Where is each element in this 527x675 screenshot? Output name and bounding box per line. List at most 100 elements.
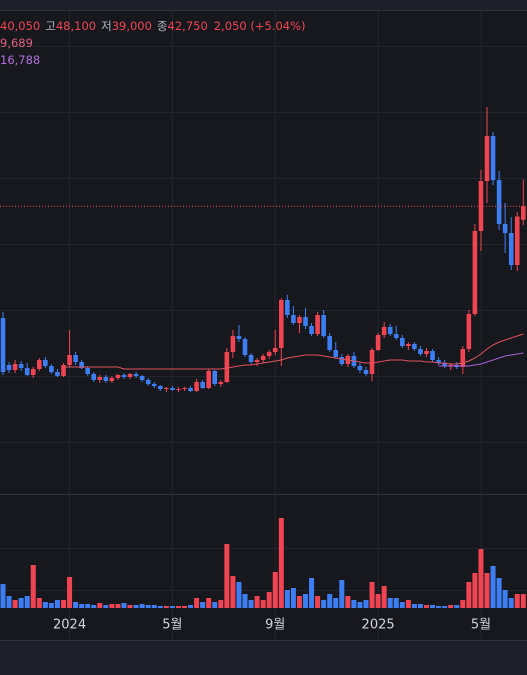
candle-body xyxy=(266,352,272,356)
candle-body xyxy=(291,315,296,323)
candle-body xyxy=(43,360,48,366)
volume-bar xyxy=(260,600,266,608)
x-tick-label: 2025 xyxy=(362,618,395,633)
volume-bar xyxy=(139,604,145,608)
high-value: 48,100 xyxy=(55,19,97,33)
volume-bar xyxy=(436,606,442,608)
candle-body xyxy=(37,360,42,369)
top-bar xyxy=(0,0,527,10)
candle-body xyxy=(103,377,109,381)
volume-bar xyxy=(61,600,66,608)
volume-bar xyxy=(321,600,327,608)
candle-body xyxy=(412,344,417,349)
candle-body xyxy=(6,365,12,370)
volume-bar xyxy=(357,602,363,608)
volume-bar xyxy=(42,602,48,608)
volume-bar xyxy=(369,582,375,608)
volume-bar xyxy=(290,588,296,608)
volume-bar xyxy=(472,573,478,608)
volume-bar xyxy=(30,565,36,608)
candle-body xyxy=(85,368,90,374)
candle-body xyxy=(406,344,411,346)
volume-bar xyxy=(424,605,429,608)
volume-bar xyxy=(79,604,85,608)
candle-body xyxy=(91,374,97,380)
moving-average-line xyxy=(63,333,524,370)
x-tick-label: 2024 xyxy=(53,618,86,633)
ma-line-2: 16,788 xyxy=(0,53,41,67)
volume-bar xyxy=(103,605,109,608)
candle-body xyxy=(158,386,163,389)
volume-bar xyxy=(230,576,236,608)
volume-bar xyxy=(375,594,381,608)
candle-body xyxy=(18,364,24,368)
candle-body xyxy=(260,356,266,360)
volume-bar xyxy=(417,604,423,608)
volume-bar xyxy=(151,605,157,608)
candle-body xyxy=(151,384,157,386)
volume-bar xyxy=(405,600,411,608)
volume-bar xyxy=(242,594,248,608)
volume-bar xyxy=(303,594,308,608)
candle-body xyxy=(97,377,103,380)
candle-body xyxy=(315,315,320,334)
candle-body xyxy=(164,388,169,389)
candle-body xyxy=(194,382,199,391)
volume-bar xyxy=(502,590,508,608)
volume-bar xyxy=(296,596,302,608)
candle-body xyxy=(460,349,466,367)
volume-bar xyxy=(12,600,18,608)
volume-bar xyxy=(454,605,460,608)
candle-body xyxy=(309,326,314,334)
candle-body xyxy=(502,224,508,233)
volume-bar xyxy=(484,573,490,608)
candle-body xyxy=(145,380,151,384)
low-value: 39,000 xyxy=(111,19,152,33)
volume-bar xyxy=(496,578,502,608)
ma-line-1: 9,689 xyxy=(0,36,33,50)
volume-bar xyxy=(85,604,91,608)
candle-body xyxy=(200,382,205,388)
volume-bar xyxy=(224,544,230,608)
volume-bar xyxy=(157,606,163,608)
volume-bar xyxy=(145,605,151,608)
volume-bar xyxy=(121,603,127,608)
candle-body xyxy=(484,136,490,181)
volume-bar xyxy=(188,605,194,608)
candle-body xyxy=(369,350,375,374)
volume-bar xyxy=(73,602,79,608)
candle-body xyxy=(224,352,230,382)
volume-bar xyxy=(339,580,345,608)
volume-bar xyxy=(327,594,333,608)
volume-bar xyxy=(520,594,526,608)
volume-bar xyxy=(163,606,169,608)
candle-body xyxy=(115,375,121,378)
volume-bar xyxy=(351,600,357,608)
volume-bar xyxy=(266,592,272,608)
candle-body xyxy=(424,351,429,354)
candle-body xyxy=(393,334,399,338)
candle-body xyxy=(430,351,435,360)
volume-bar xyxy=(460,600,466,608)
volume-bar xyxy=(133,605,139,608)
volume-bar xyxy=(430,605,436,608)
volume-bar xyxy=(6,596,12,608)
candle-body xyxy=(272,348,278,352)
candle-body xyxy=(236,336,242,339)
candle-body xyxy=(466,314,472,349)
candle-body xyxy=(279,300,284,348)
candle-body xyxy=(436,360,441,363)
volume-bar xyxy=(490,566,496,608)
candle-body xyxy=(514,216,520,265)
volume-bar xyxy=(200,602,206,608)
candle-body xyxy=(285,300,290,315)
candle-body xyxy=(73,355,78,362)
volume-bar xyxy=(109,604,115,608)
candle-body xyxy=(176,389,181,390)
volume-bar xyxy=(218,600,224,608)
candle-body xyxy=(188,388,193,391)
volume-bar xyxy=(18,598,24,608)
candle-body xyxy=(206,371,211,388)
